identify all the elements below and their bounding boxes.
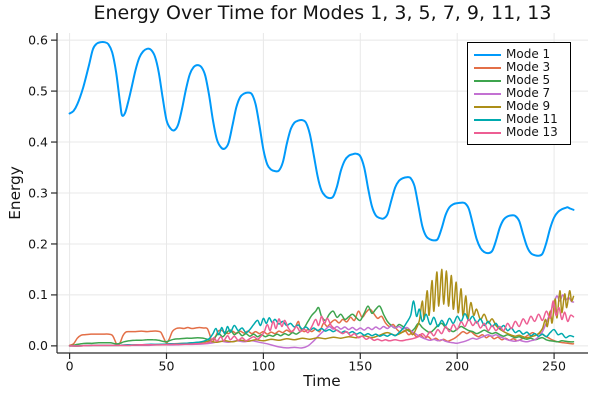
x-tick-label: 200 — [445, 359, 469, 374]
legend-label: Mode 3 — [506, 60, 551, 74]
y-tick-label: 0.2 — [28, 236, 48, 251]
legend-label: Mode 13 — [506, 125, 558, 139]
legend-line-sample — [474, 131, 501, 134]
y-tick-label: 0.4 — [28, 134, 48, 149]
series-group — [68, 40, 575, 349]
x-tick-label: 150 — [348, 359, 372, 374]
x-tick-label: 0 — [66, 359, 74, 374]
y-tick-label: 0.3 — [28, 185, 48, 200]
series-line-mode-1 — [68, 40, 575, 257]
x-tick-label: 50 — [159, 359, 175, 374]
y-tick-label: 0.0 — [28, 338, 48, 353]
legend-line-sample — [474, 66, 501, 69]
y-axis-label: Energy — [6, 166, 24, 220]
x-tick-label: 250 — [542, 359, 566, 374]
chart-title: Energy Over Time for Modes 1, 3, 5, 7, 9… — [93, 2, 552, 24]
legend-label: Mode 1 — [506, 47, 551, 61]
legend-entry-mode-7: Mode 7 — [474, 87, 565, 100]
x-tick-label: 100 — [251, 359, 275, 374]
series-line-mode-5 — [68, 305, 575, 347]
legend-label: Mode 11 — [506, 112, 558, 126]
legend-entry-mode-3: Mode 3 — [474, 61, 565, 74]
legend-entry-mode-11: Mode 11 — [474, 113, 565, 126]
legend-line-sample — [474, 92, 501, 95]
x-axis-label: Time — [303, 372, 341, 390]
series-line-mode-11 — [68, 300, 575, 347]
legend-entry-mode-1: Mode 1 — [474, 48, 565, 61]
series-line-mode-9 — [68, 268, 575, 347]
legend-label: Mode 9 — [506, 99, 551, 113]
y-tick-label: 0.6 — [28, 32, 48, 47]
legend-label: Mode 7 — [506, 86, 551, 100]
legend-line-sample — [474, 79, 501, 82]
legend-entry-mode-13: Mode 13 — [474, 126, 565, 139]
y-tick-label: 0.5 — [28, 83, 48, 98]
y-tick-label: 0.1 — [28, 287, 48, 302]
legend-line-sample — [474, 53, 501, 56]
legend-entry-mode-9: Mode 9 — [474, 100, 565, 113]
legend-line-sample — [474, 105, 501, 108]
legend-line-sample — [474, 118, 501, 121]
legend-entry-mode-5: Mode 5 — [474, 74, 565, 87]
legend-box: Mode 1 Mode 3 Mode 5 Mode 7 Mode 9 Mode 11 Mod… — [467, 42, 571, 145]
legend-label: Mode 5 — [506, 73, 551, 87]
series-line-mode-13 — [68, 300, 575, 347]
